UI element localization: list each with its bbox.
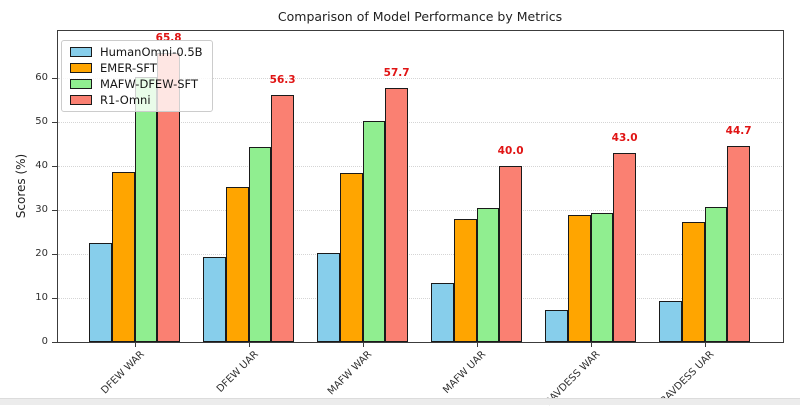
y-tick-mark [52,298,57,300]
bar-emer-sft-ravdess-war [567,214,591,342]
bar-r1-omni-ravdess-uar [727,145,750,342]
gridline [58,78,782,80]
bar-mafw-dfew-sft-dfew-war [134,77,158,342]
bar-emer-sft-ravdess-uar [681,222,705,342]
bar-r1-omni-mafw-uar [499,166,522,342]
legend-swatch [70,79,92,89]
bar-emer-sft-mafw-uar [453,218,477,342]
gridline [58,122,782,124]
legend-label: HumanOmni-0.5B [100,45,203,59]
legend-item-emer-sft: EMER-SFT [70,62,203,74]
window-bottom-strip [0,398,800,405]
bar-value-label: 44.7 [725,124,752,137]
y-tick-mark [52,78,57,80]
x-tick-mark [248,343,250,347]
bar-r1-omni-dfew-uar [271,94,294,342]
bar-value-label: 43.0 [611,132,638,145]
y-tick-label: 30 [35,204,48,216]
legend-item-mafw-dfew-sft: MAFW-DFEW-SFT [70,78,203,90]
bar-value-label: 56.3 [269,73,296,86]
bar-value-label: 40.0 [497,145,524,158]
x-tick-mark [704,343,706,347]
legend-item-humanomni-0-5b: HumanOmni-0.5B [70,46,203,58]
y-tick-label: 40 [35,160,48,172]
x-tick-mark [590,343,592,347]
gridline [58,210,782,212]
bar-humanomni-0-5b-mafw-uar [431,282,454,342]
y-tick-label: 60 [35,72,48,84]
y-tick-label: 20 [35,248,48,260]
x-tick-label-dfew-uar: DFEW UAR [214,349,261,395]
gridline [58,298,782,300]
bar-emer-sft-dfew-uar [225,186,249,342]
legend-swatch [70,47,92,57]
gridline [58,166,782,168]
bar-mafw-dfew-sft-mafw-war [362,120,386,342]
x-tick-label-mafw-uar: MAFW UAR [441,349,489,396]
bar-mafw-dfew-sft-ravdess-war [590,213,614,342]
legend-swatch [70,95,92,105]
legend-item-r1-omni: R1-Omni [70,94,203,106]
bar-humanomni-0-5b-ravdess-uar [659,300,682,342]
bar-humanomni-0-5b-dfew-uar [203,256,226,342]
y-tick-mark [52,166,57,168]
bar-r1-omni-ravdess-war [613,153,636,342]
bar-humanomni-0-5b-mafw-war [317,253,340,342]
y-tick-mark [52,342,57,343]
x-tick-mark [362,343,364,347]
bar-humanomni-0-5b-dfew-war [89,242,112,342]
x-tick-mark [134,343,136,347]
bar-mafw-dfew-sft-ravdess-uar [704,206,728,342]
x-tick-label-dfew-war: DFEW WAR [98,349,147,397]
bar-value-label: 57.7 [383,67,410,80]
bar-r1-omni-mafw-war [385,88,408,342]
legend-swatch [70,63,92,73]
y-tick-mark [52,122,57,124]
y-tick-label: 10 [35,292,48,304]
gridline [58,254,782,256]
y-tick-label: 0 [41,336,48,347]
y-tick-mark [52,210,57,212]
bar-emer-sft-mafw-war [339,173,363,342]
legend-label: R1-Omni [100,93,151,107]
legend-label: MAFW-DFEW-SFT [100,77,198,91]
bar-mafw-dfew-sft-dfew-uar [248,146,272,342]
legend: HumanOmni-0.5B EMER-SFT MAFW-DFEW-SFT R1-Om… [61,40,213,112]
y-tick-label: 50 [35,116,48,128]
x-tick-mark [476,343,478,347]
bar-emer-sft-dfew-war [111,171,135,342]
legend-label: EMER-SFT [100,61,157,75]
bar-humanomni-0-5b-ravdess-war [545,309,568,342]
x-tick-label-mafw-war: MAFW WAR [325,349,375,398]
bar-mafw-dfew-sft-mafw-uar [476,208,500,342]
y-tick-mark [52,254,57,256]
chart-title: Comparison of Model Performance by Metri… [277,9,563,24]
